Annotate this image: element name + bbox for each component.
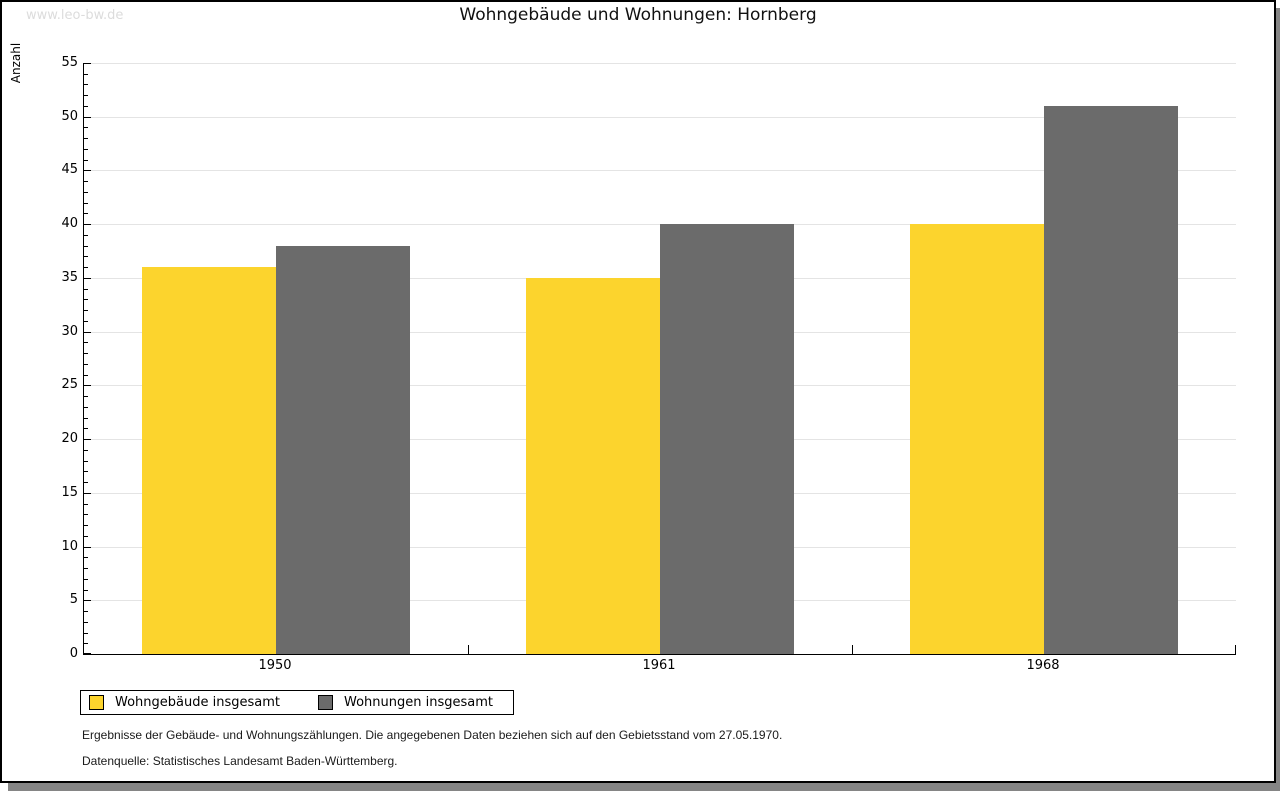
footnote-gebietsstand: Ergebnisse der Gebäude- und Wohnungszähl… <box>82 728 783 742</box>
y-minor-tick <box>84 310 88 312</box>
y-minor-tick <box>84 535 88 537</box>
y-minor-tick <box>84 503 88 505</box>
y-minor-tick <box>84 191 88 193</box>
y-minor-tick <box>84 621 88 623</box>
y-minor-tick <box>84 127 88 129</box>
x-tick-label: 1968 <box>1026 658 1060 673</box>
y-major-tick <box>84 492 91 494</box>
y-minor-tick <box>84 514 88 516</box>
y-minor-tick <box>84 353 88 355</box>
y-major-tick <box>84 439 91 441</box>
y-minor-tick <box>84 460 88 462</box>
y-major-tick <box>84 385 91 387</box>
gridline <box>84 170 1236 172</box>
y-tick-label: 15 <box>61 484 78 500</box>
y-minor-tick <box>84 578 88 580</box>
y-tick-label: 55 <box>61 55 78 70</box>
legend-swatch <box>318 695 333 710</box>
bar-1968-wohngebaeude <box>910 224 1044 654</box>
y-minor-tick <box>84 589 88 591</box>
y-major-tick <box>84 63 91 64</box>
y-minor-tick <box>84 568 88 570</box>
legend-label: Wohnungen insgesamt <box>344 695 493 710</box>
y-minor-tick <box>84 234 88 236</box>
y-minor-tick <box>84 299 88 301</box>
y-minor-tick <box>84 213 88 215</box>
y-minor-tick <box>84 288 88 290</box>
y-minor-tick <box>84 148 88 150</box>
legend-swatch <box>89 695 104 710</box>
y-tick-label: 10 <box>61 538 78 554</box>
x-tick-label: 1961 <box>642 658 676 673</box>
y-minor-tick <box>84 643 88 645</box>
footnote-datenquelle: Datenquelle: Statistisches Landesamt Bad… <box>82 754 398 768</box>
y-major-tick <box>84 653 91 654</box>
y-minor-tick <box>84 138 88 140</box>
y-tick-label: 20 <box>61 431 78 447</box>
y-tick-label: 0 <box>69 646 78 661</box>
y-minor-tick <box>84 525 88 527</box>
y-minor-tick <box>84 482 88 484</box>
y-tick-label: 50 <box>61 108 78 124</box>
x-axis-tick <box>852 645 853 654</box>
y-minor-tick <box>84 84 88 86</box>
y-major-tick <box>84 170 91 172</box>
y-minor-tick <box>84 406 88 408</box>
y-major-tick <box>84 277 91 279</box>
y-tick-label: 30 <box>61 323 78 339</box>
bar-1950-wohngebaeude <box>142 267 276 654</box>
legend-item: Wohnungen insgesamt <box>318 695 493 710</box>
x-axis-tick <box>1235 645 1236 654</box>
bar-1961-wohngebaeude <box>526 277 660 654</box>
y-minor-tick <box>84 557 88 559</box>
bar-1968-wohnungen <box>1044 105 1178 654</box>
y-major-tick <box>84 116 91 118</box>
y-minor-tick <box>84 342 88 344</box>
y-minor-tick <box>84 374 88 376</box>
y-minor-tick <box>84 632 88 634</box>
y-minor-tick <box>84 428 88 430</box>
y-minor-tick <box>84 202 88 204</box>
y-minor-tick <box>84 611 88 613</box>
bar-1961-wohnungen <box>660 224 794 654</box>
x-tick-label: 1950 <box>258 658 292 673</box>
bar-1950-wohnungen <box>276 245 410 654</box>
y-minor-tick <box>84 256 88 258</box>
y-major-tick <box>84 224 91 226</box>
y-minor-tick <box>84 95 88 97</box>
y-minor-tick <box>84 181 88 183</box>
y-tick-label: 45 <box>61 162 78 178</box>
y-minor-tick <box>84 105 88 107</box>
y-minor-tick <box>84 73 88 75</box>
legend-item: Wohngebäude insgesamt <box>89 695 280 710</box>
x-axis-tick <box>468 645 469 654</box>
y-minor-tick <box>84 159 88 161</box>
chart-title: Wohngebäude und Wohnungen: Hornberg <box>459 5 817 25</box>
gridline <box>84 116 1236 118</box>
y-major-tick <box>84 546 91 548</box>
y-axis-title: Anzahl <box>9 42 23 84</box>
y-minor-tick <box>84 363 88 365</box>
y-tick-label: 40 <box>61 216 78 232</box>
y-minor-tick <box>84 417 88 419</box>
y-major-tick <box>84 600 91 602</box>
y-tick-label: 5 <box>69 592 78 608</box>
y-tick-label: 35 <box>61 269 78 285</box>
legend: Wohngebäude insgesamt Wohnungen insgesamt <box>80 690 514 715</box>
gridline <box>84 63 1236 64</box>
y-minor-tick <box>84 245 88 247</box>
y-minor-tick <box>84 449 88 451</box>
y-minor-tick <box>84 320 88 322</box>
y-major-tick <box>84 331 91 333</box>
y-minor-tick <box>84 396 88 398</box>
plot-area <box>83 63 1236 655</box>
legend-label: Wohngebäude insgesamt <box>115 695 280 710</box>
y-minor-tick <box>84 267 88 269</box>
watermark: www.leo-bw.de <box>26 8 124 23</box>
y-minor-tick <box>84 471 88 473</box>
y-tick-label: 25 <box>61 377 78 393</box>
